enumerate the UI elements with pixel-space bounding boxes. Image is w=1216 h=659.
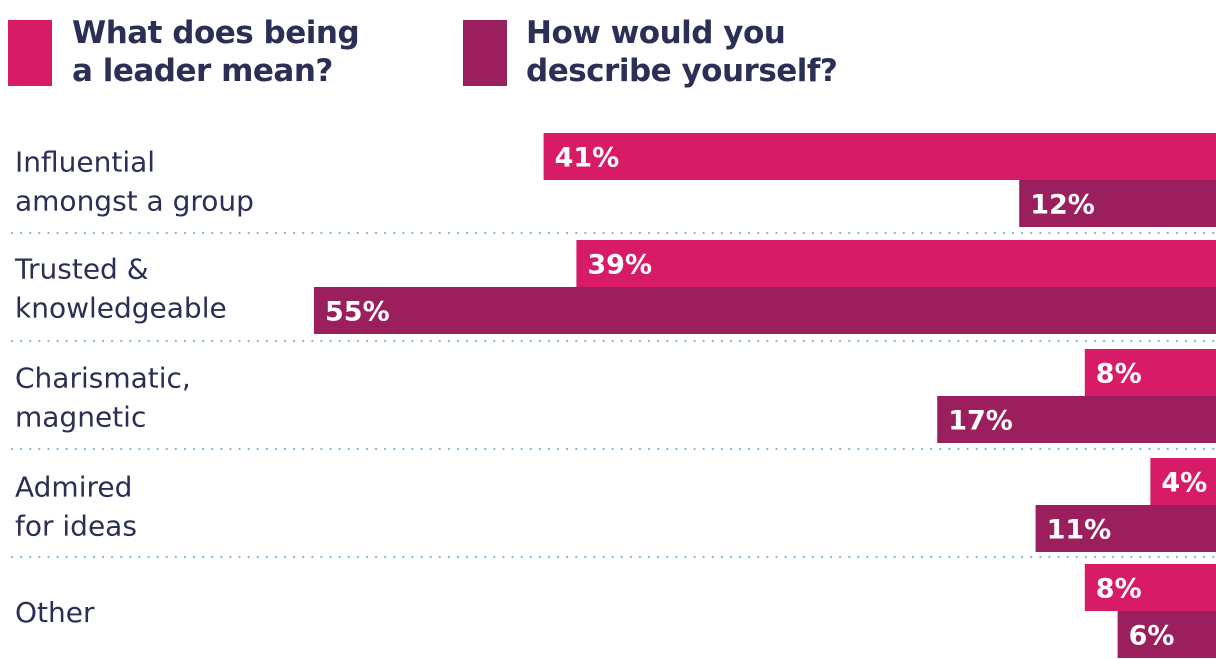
legend-label-leader-meaning-line2: a leader mean?	[72, 53, 333, 89]
legend-label-describe-yourself-line1: How would you	[526, 15, 786, 51]
bar-label-s1-c2: 39%	[587, 250, 652, 281]
category-label-1-line-1: Influential	[15, 146, 155, 179]
bar-s2-c4	[1035, 505, 1216, 552]
legend-label-describe-yourself-line2: describe yourself?	[526, 53, 838, 89]
bar-s2-c3	[937, 396, 1216, 443]
bar-label-s2-c5: 6%	[1129, 621, 1175, 652]
bar-label-s2-c1: 12%	[1030, 190, 1095, 221]
bar-s2-c2	[314, 287, 1216, 334]
category-label-2-line-2: knowledgeable	[15, 292, 227, 325]
legend-label-leader-meaning: What does being a leader mean?	[72, 14, 360, 90]
legend-swatch-leader-meaning	[8, 20, 52, 86]
bar-s1-c2	[576, 240, 1216, 287]
category-label-4-line-2: for ideas	[15, 510, 137, 543]
bar-label-s1-c1: 41%	[555, 143, 620, 174]
bar-s2-c5	[1117, 611, 1216, 658]
bar-label-s2-c3: 17%	[948, 406, 1013, 437]
bar-s1-c3	[1084, 349, 1216, 396]
category-label-1-line-2: amongst a group	[15, 185, 254, 218]
bar-label-s1-c5: 8%	[1096, 574, 1142, 605]
category-label-4-line-1: Admired	[15, 471, 132, 504]
category-label-5-line-1: Other	[15, 596, 95, 629]
bar-label-s1-c4: 4%	[1161, 468, 1207, 499]
bar-label-s1-c3: 8%	[1096, 359, 1142, 390]
legend-label-describe-yourself: How would you describe yourself?	[526, 14, 838, 90]
legend-label-leader-meaning-line1: What does being	[72, 15, 360, 51]
category-label-2-line-1: Trusted &	[14, 253, 149, 286]
bar-s1-c1	[543, 133, 1216, 180]
bar-label-s2-c4: 11%	[1047, 515, 1112, 546]
category-label-3-line-1: Charismatic,	[15, 362, 191, 395]
bar-s1-c4	[1150, 458, 1216, 505]
bar-s1-c5	[1084, 564, 1216, 611]
bar-label-s2-c2: 55%	[325, 297, 390, 328]
category-label-3-line-2: magnetic	[15, 401, 146, 434]
legend-swatch-describe-yourself	[463, 20, 507, 86]
bar-s2-c1	[1019, 180, 1216, 227]
